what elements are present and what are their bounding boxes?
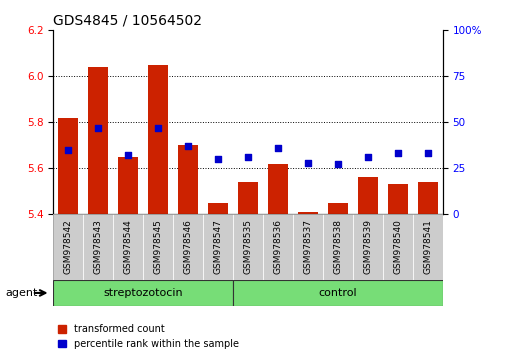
Bar bbox=[173, 214, 203, 280]
Point bbox=[333, 162, 341, 167]
Bar bbox=[412, 214, 442, 280]
Bar bbox=[143, 214, 173, 280]
Bar bbox=[88, 67, 108, 214]
Bar bbox=[268, 164, 287, 214]
Text: streptozotocin: streptozotocin bbox=[103, 288, 182, 298]
Bar bbox=[232, 280, 442, 306]
Point bbox=[184, 143, 192, 149]
Bar bbox=[83, 214, 113, 280]
Text: GSM978543: GSM978543 bbox=[93, 219, 103, 274]
Bar bbox=[58, 118, 78, 214]
Text: GSM978544: GSM978544 bbox=[123, 219, 132, 274]
Text: GSM978539: GSM978539 bbox=[363, 219, 372, 274]
Text: GSM978542: GSM978542 bbox=[64, 219, 73, 274]
Legend: transformed count, percentile rank within the sample: transformed count, percentile rank withi… bbox=[58, 324, 238, 349]
Text: GSM978537: GSM978537 bbox=[303, 219, 312, 274]
Point bbox=[393, 150, 401, 156]
Bar bbox=[53, 280, 232, 306]
Text: GSM978547: GSM978547 bbox=[213, 219, 222, 274]
Bar bbox=[178, 145, 197, 214]
Point bbox=[273, 145, 281, 151]
Text: GSM978536: GSM978536 bbox=[273, 219, 282, 274]
Point bbox=[303, 160, 311, 165]
Bar bbox=[322, 214, 352, 280]
Text: GSM978540: GSM978540 bbox=[392, 219, 401, 274]
Point bbox=[94, 125, 102, 131]
Text: GSM978538: GSM978538 bbox=[333, 219, 342, 274]
Bar bbox=[358, 177, 377, 214]
Text: control: control bbox=[318, 288, 357, 298]
Text: GSM978545: GSM978545 bbox=[153, 219, 162, 274]
Text: GSM978546: GSM978546 bbox=[183, 219, 192, 274]
Bar bbox=[297, 212, 317, 214]
Bar bbox=[118, 157, 137, 214]
Point bbox=[124, 153, 132, 158]
Bar bbox=[387, 184, 407, 214]
Point bbox=[154, 125, 162, 131]
Text: GSM978541: GSM978541 bbox=[422, 219, 431, 274]
Point bbox=[214, 156, 222, 162]
Bar bbox=[352, 214, 382, 280]
Bar bbox=[382, 214, 412, 280]
Bar bbox=[327, 203, 347, 214]
Bar bbox=[208, 203, 227, 214]
Text: agent: agent bbox=[5, 288, 37, 298]
Bar bbox=[232, 214, 263, 280]
Text: GDS4845 / 10564502: GDS4845 / 10564502 bbox=[53, 13, 201, 28]
Bar bbox=[417, 182, 437, 214]
Point bbox=[363, 154, 371, 160]
Bar bbox=[203, 214, 232, 280]
Bar bbox=[53, 214, 83, 280]
Point bbox=[64, 147, 72, 153]
Point bbox=[243, 154, 251, 160]
Bar bbox=[148, 65, 168, 214]
Point bbox=[423, 150, 431, 156]
Bar bbox=[113, 214, 143, 280]
Text: GSM978535: GSM978535 bbox=[243, 219, 252, 274]
Bar bbox=[263, 214, 292, 280]
Bar bbox=[238, 182, 257, 214]
Bar bbox=[292, 214, 322, 280]
